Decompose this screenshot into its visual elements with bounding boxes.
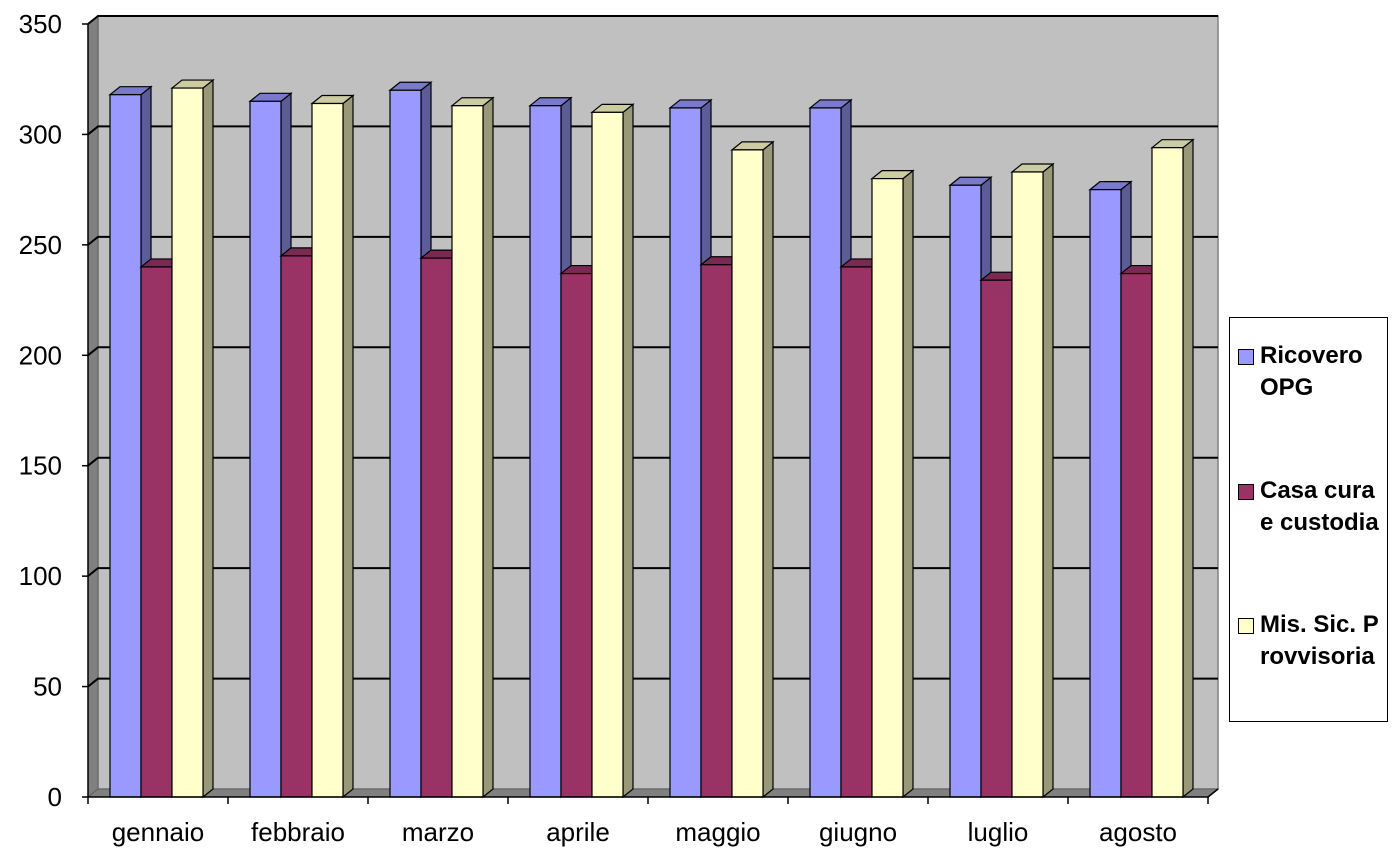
x-tick-label-agosto: agosto	[1099, 817, 1177, 847]
legend-label-ricovero-opg: Ricovero OPG	[1260, 342, 1363, 401]
y-tick-label-50: 50	[33, 672, 62, 702]
legend-swatch-mis-sic-provvisoria	[1238, 618, 1254, 634]
legend-item-mis-sic-provvisoria: Mis. Sic. Provvisoria	[1238, 609, 1382, 673]
bar-giugno-3	[870, 169, 915, 799]
bar-marzo-3	[450, 96, 495, 799]
x-tick-label-luglio: luglio	[968, 817, 1029, 847]
x-axis-tick-labels: gennaio febbraio marzo aprile maggio giugno lu…	[112, 817, 1177, 847]
y-tick-label-0: 0	[48, 782, 62, 812]
bar-aprile-3	[590, 103, 635, 799]
y-axis-tick-labels: 0 50 100 150 200 250 300 350	[19, 9, 62, 812]
bar-febbraio-3	[310, 94, 355, 799]
x-tick-label-gennaio: gennaio	[112, 817, 205, 847]
x-tick-label-marzo: marzo	[402, 817, 474, 847]
x-tick-label-giugno: giugno	[819, 817, 897, 847]
y-tick-label-350: 350	[19, 9, 62, 39]
axes	[82, 23, 1219, 804]
legend-swatch-casa-cura-custodia	[1238, 484, 1254, 500]
y-tick-label-100: 100	[19, 561, 62, 591]
legend-swatch-ricovero-opg	[1238, 349, 1254, 365]
y-tick-label-200: 200	[19, 340, 62, 370]
x-tick-label-aprile: aprile	[546, 817, 610, 847]
gridline-350	[87, 15, 1218, 25]
bar-agosto-3	[1150, 138, 1195, 799]
x-axis-end	[1207, 788, 1219, 798]
legend-label-casa-cura-custodia: Casa cura e custodia	[1260, 477, 1379, 536]
bars	[108, 78, 1195, 799]
y-tick-label-300: 300	[19, 119, 62, 149]
y-tick-label-250: 250	[19, 230, 62, 260]
bar-luglio-3	[1010, 162, 1055, 799]
bar-maggio-3	[730, 140, 775, 799]
legend-label-mis-sic-provvisoria: Mis. Sic. Provvisoria	[1260, 611, 1379, 670]
bar-gennaio-3	[170, 78, 215, 799]
x-tick-label-febbraio: febbraio	[251, 817, 345, 847]
legend-item-casa-cura-custodia: Casa cura e custodia	[1238, 475, 1382, 539]
x-tick-label-maggio: maggio	[675, 817, 760, 847]
legend-item-ricovero-opg: Ricovero OPG	[1238, 340, 1382, 404]
legend: Ricovero OPG Casa cura e custodia Mis. S…	[1229, 317, 1388, 722]
y-tick-label-150: 150	[19, 451, 62, 481]
